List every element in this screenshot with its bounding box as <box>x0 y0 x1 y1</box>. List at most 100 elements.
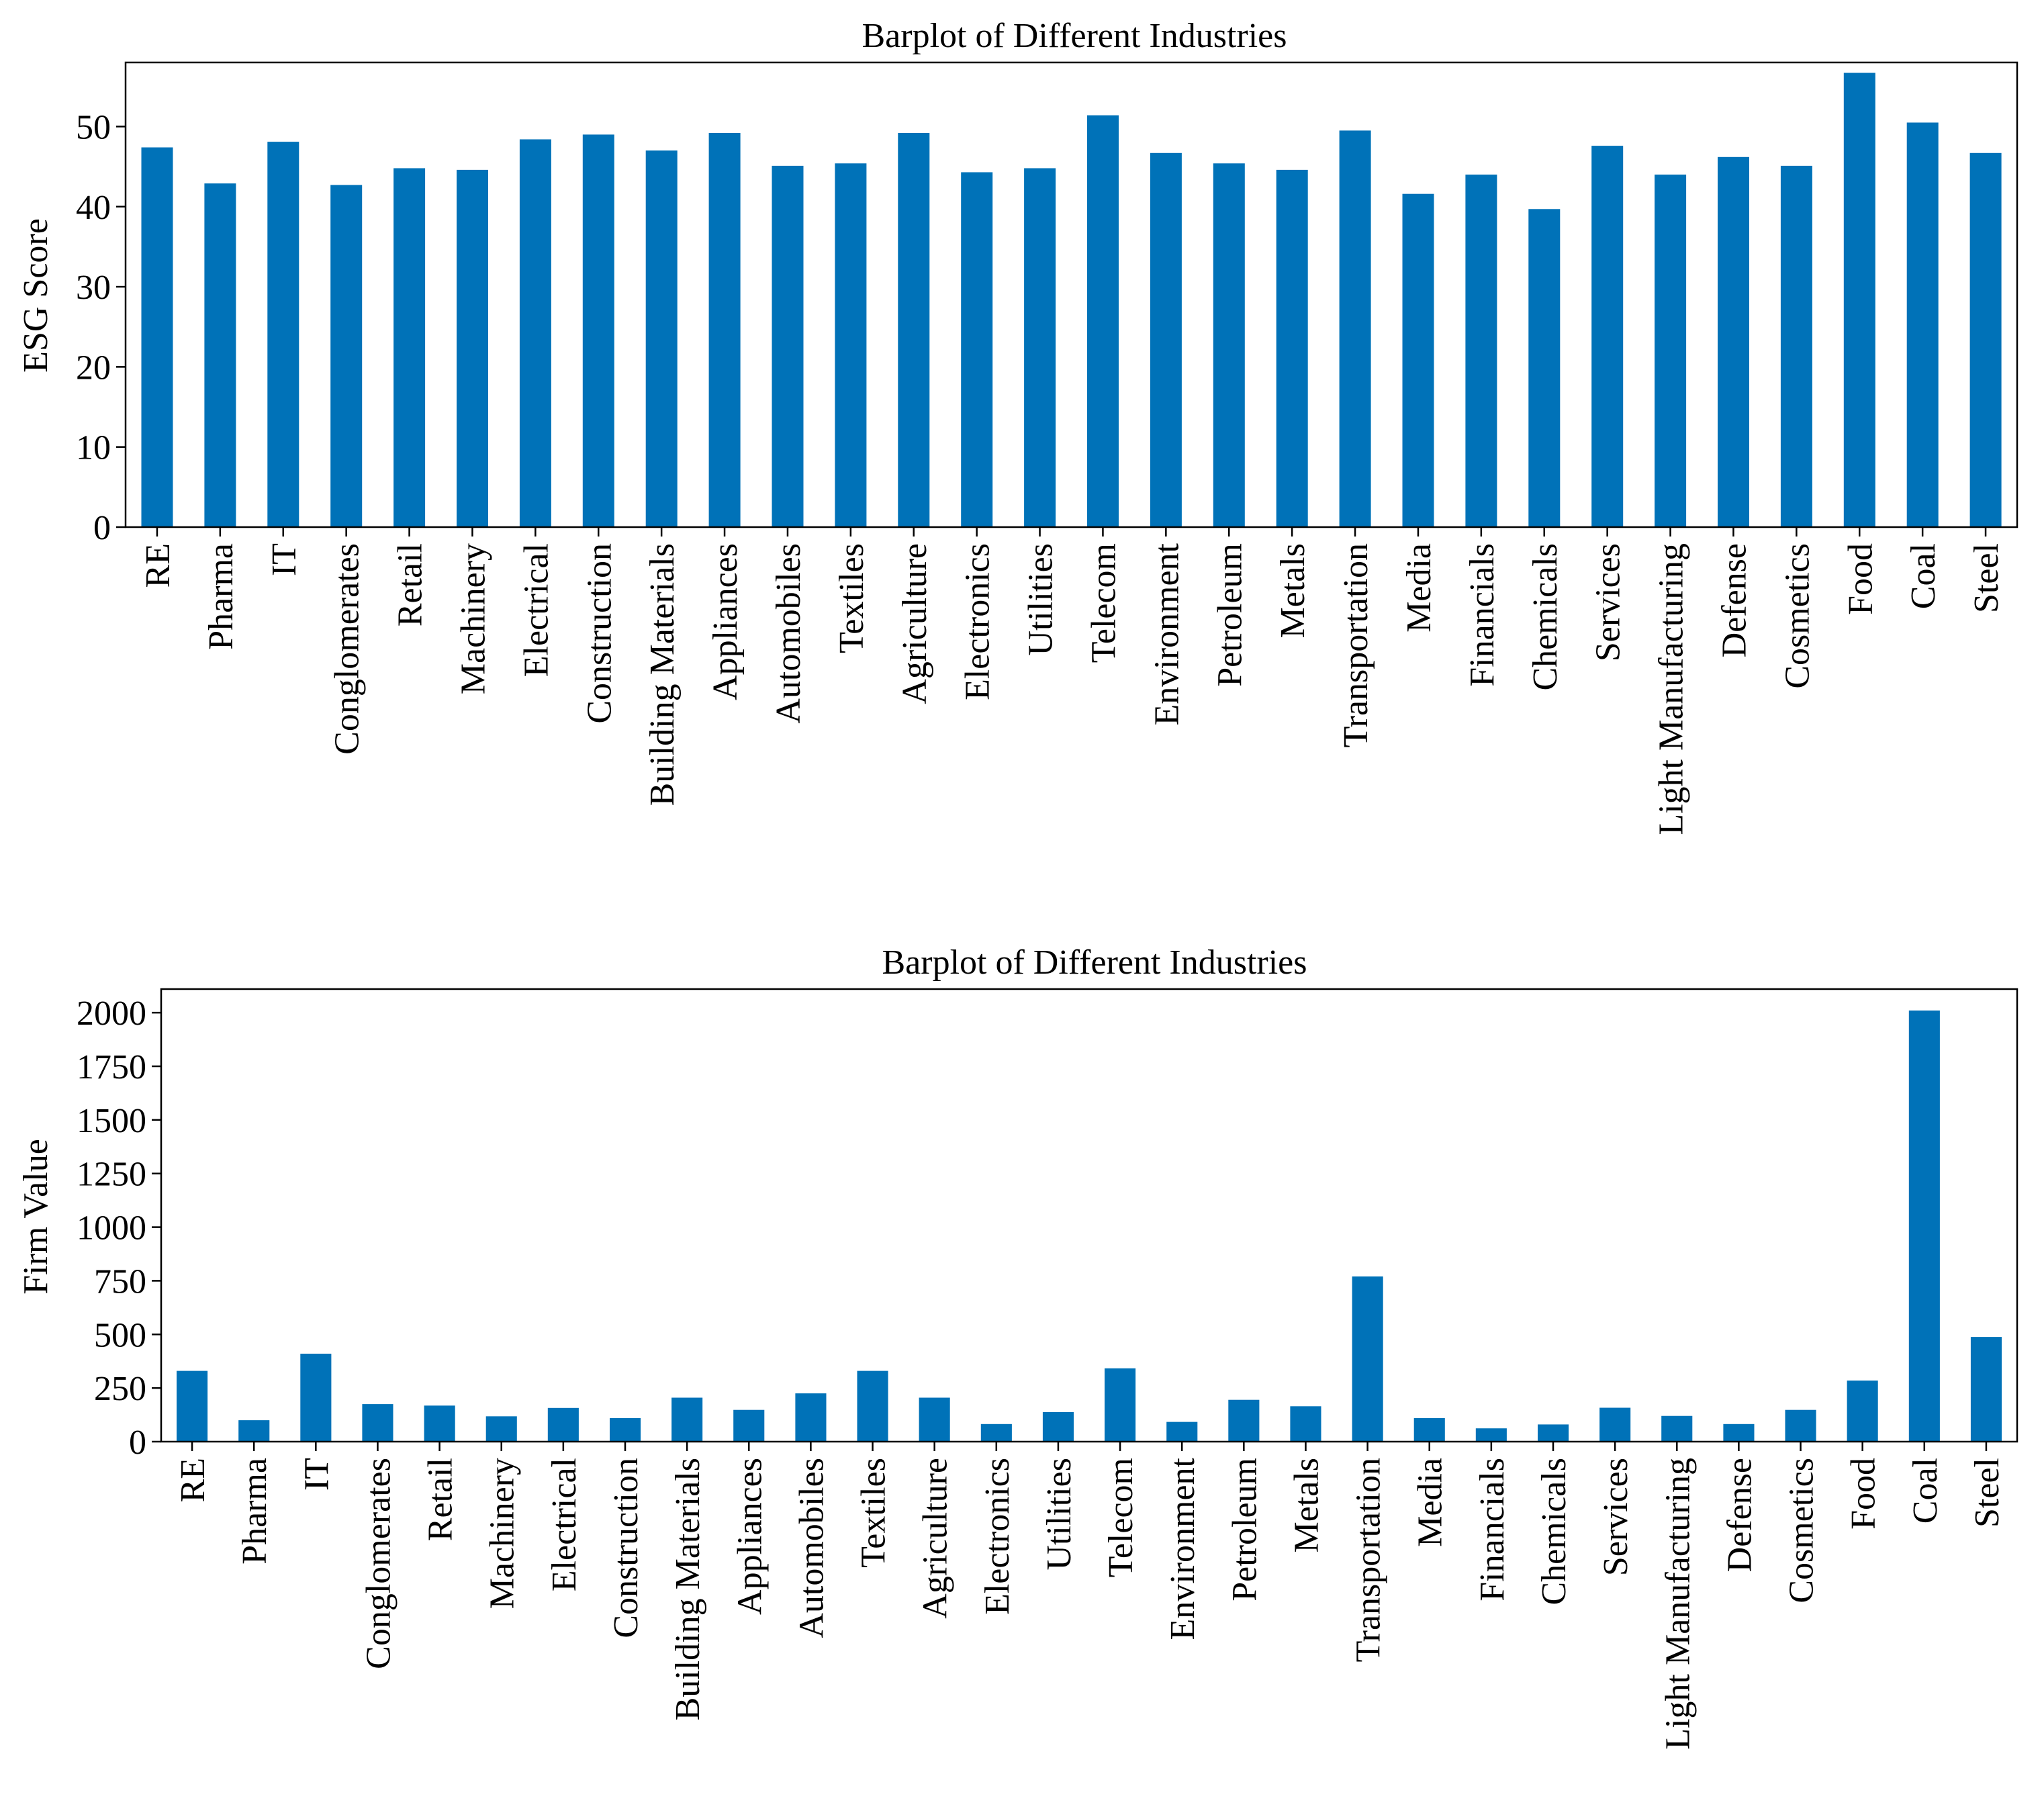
esg-x-tick-label: Textiles <box>833 543 871 653</box>
esg-x-tick-label: Steel <box>1967 543 2006 613</box>
esg-bar-financials <box>1465 175 1497 527</box>
firm-value-x-tick-label: Steel <box>1968 1458 2006 1528</box>
esg-plot-frame <box>124 61 2018 528</box>
firm-value-x-tick-label: Machinery <box>483 1458 522 1609</box>
firm-value-x-tick-label: Textiles <box>855 1458 893 1568</box>
esg-bar-electronics <box>961 172 993 527</box>
firm-value-bar-retail <box>424 1405 455 1442</box>
firm-value-x-tick-label: Chemicals <box>1535 1458 1573 1605</box>
esg-x-tick-label: Cosmetics <box>1778 543 1816 689</box>
firm-value-x-tick-label: Food <box>1845 1458 1883 1530</box>
firm-value-bar-transportation <box>1352 1276 1383 1442</box>
esg-bar-pharma <box>204 183 236 527</box>
esg-x-tick-label: Electronics <box>959 543 997 700</box>
esg-bar-automobiles <box>772 165 804 527</box>
esg-x-tick-label: Metals <box>1274 543 1312 639</box>
firm-value-y-tick-label: 750 <box>94 1262 146 1301</box>
firm-value-bar-media <box>1413 1417 1445 1442</box>
esg-y-tick-label: 50 <box>76 108 111 146</box>
firm-value-x-tick-label: Environment <box>1164 1457 1202 1640</box>
firm-value-x-tick-label: Building Materials <box>669 1458 707 1720</box>
firm-value-bar-utilities <box>1042 1411 1074 1442</box>
firm-value-chart: Barplot of Different Industries Firm Val… <box>17 943 2018 1750</box>
esg-x-tick-label: Coal <box>1904 543 1943 609</box>
firm-value-y-tick-label: 0 <box>129 1424 146 1462</box>
firm-value-y-tick-label: 1750 <box>77 1048 146 1086</box>
esg-x-tick-label: Retail <box>391 543 430 626</box>
firm-value-bar-re <box>177 1370 208 1442</box>
esg-bar-environment <box>1150 152 1182 528</box>
esg-x-tick-label: Machinery <box>455 543 493 694</box>
esg-x-tick-label: Conglomerates <box>328 543 367 755</box>
esg-bar-petroleum <box>1213 163 1245 528</box>
esg-x-tick-label: Light Manufacturing <box>1653 543 1691 835</box>
firm-value-x-tick-label: Transportation <box>1350 1458 1388 1662</box>
firm-value-x-tick-label: Petroleum <box>1225 1458 1264 1601</box>
firm-value-bar-construction <box>610 1417 641 1442</box>
esg-bar-food <box>1843 73 1875 527</box>
esg-x-tick-label: Construction <box>580 543 618 724</box>
firm-value-bar-petroleum <box>1228 1399 1260 1442</box>
esg-x-tick-label: Telecom <box>1085 543 1123 663</box>
firm-value-x-tick-label: RE <box>174 1458 212 1502</box>
firm-value-bar-chemicals <box>1538 1424 1569 1442</box>
firm-value-x-tick-label: Telecom <box>1102 1458 1140 1577</box>
esg-x-tick-label: Defense <box>1716 543 1754 657</box>
esg-bar-light-manufacturing <box>1655 175 1687 527</box>
firm-value-bar-metals <box>1290 1406 1321 1442</box>
esg-bar-machinery <box>457 169 488 527</box>
esg-x-tick-label: IT <box>265 543 304 576</box>
esg-x-tick-label: Building Materials <box>643 543 682 806</box>
firm-value-x-tick-label: Metals <box>1288 1458 1326 1553</box>
esg-x-tick-label: RE <box>139 543 177 588</box>
firm-value-bar-electrical <box>547 1407 579 1442</box>
firm-value-x-tick-label: Cosmetics <box>1783 1458 1821 1603</box>
firm-value-bar-financials <box>1475 1428 1507 1442</box>
firm-value-y-tick-label: 1000 <box>77 1209 146 1248</box>
firm-value-bar-machinery <box>485 1416 517 1442</box>
esg-bar-conglomerates <box>330 185 363 527</box>
firm-value-x-tick-label: Media <box>1411 1458 1450 1547</box>
firm-value-x-tick-label: Retail <box>422 1458 460 1541</box>
firm-value-bar-telecom <box>1105 1368 1136 1442</box>
esg-bar-utilities <box>1024 168 1056 527</box>
firm-value-bar-appliances <box>733 1409 765 1442</box>
esg-x-tick-label: Media <box>1400 543 1438 633</box>
esg-bar-retail <box>393 168 426 527</box>
esg-bar-chemicals <box>1528 209 1561 527</box>
firm-value-chart-title: Barplot of Different Industries <box>882 943 1307 982</box>
firm-value-y-tick-label: 2000 <box>77 994 146 1033</box>
firm-value-x-tick-label: Agriculture <box>917 1458 955 1619</box>
esg-bar-building-materials <box>645 150 678 527</box>
firm-value-bar-conglomerates <box>362 1404 393 1442</box>
esg-x-tick-label: Services <box>1589 543 1628 661</box>
esg-x-tick-label: Automobiles <box>770 543 808 724</box>
firm-value-x-tick-label: Conglomerates <box>360 1458 398 1669</box>
firm-value-x-tick-label: Coal <box>1906 1458 1945 1524</box>
firm-value-bar-cosmetics <box>1785 1409 1816 1442</box>
firm-value-y-tick-label: 1250 <box>77 1156 146 1194</box>
esg-bar-textiles <box>835 163 867 528</box>
esg-x-tick-label: Utilities <box>1022 543 1060 656</box>
firm-value-x-tick-label: Light Manufacturing <box>1659 1458 1697 1750</box>
esg-x-tick-label: Environment <box>1148 543 1186 725</box>
firm-value-x-tick-label: Defense <box>1720 1458 1759 1572</box>
esg-bar-agriculture <box>898 133 930 527</box>
esg-y-tick-label: 40 <box>76 189 111 227</box>
esg-x-tick-label: Pharma <box>202 543 240 650</box>
firm-value-bar-food <box>1847 1381 1878 1442</box>
esg-bar-appliances <box>708 133 741 527</box>
firm-value-plot-frame <box>160 988 2018 1443</box>
firm-value-bar-automobiles <box>795 1393 827 1442</box>
esg-x-tick-label: Electrical <box>517 543 555 677</box>
firm-value-bar-it <box>300 1354 332 1442</box>
firm-value-x-tick-label: Utilities <box>1040 1458 1078 1571</box>
firm-value-bar-services <box>1599 1407 1631 1442</box>
esg-bar-electrical <box>519 139 551 527</box>
esg-bar-defense <box>1718 156 1749 528</box>
esg-x-tick-label: Petroleum <box>1211 543 1249 687</box>
esg-chart-title: Barplot of Different Industries <box>862 17 1287 55</box>
esg-bar-transportation <box>1339 130 1371 527</box>
esg-x-tick-label: Chemicals <box>1526 543 1565 691</box>
